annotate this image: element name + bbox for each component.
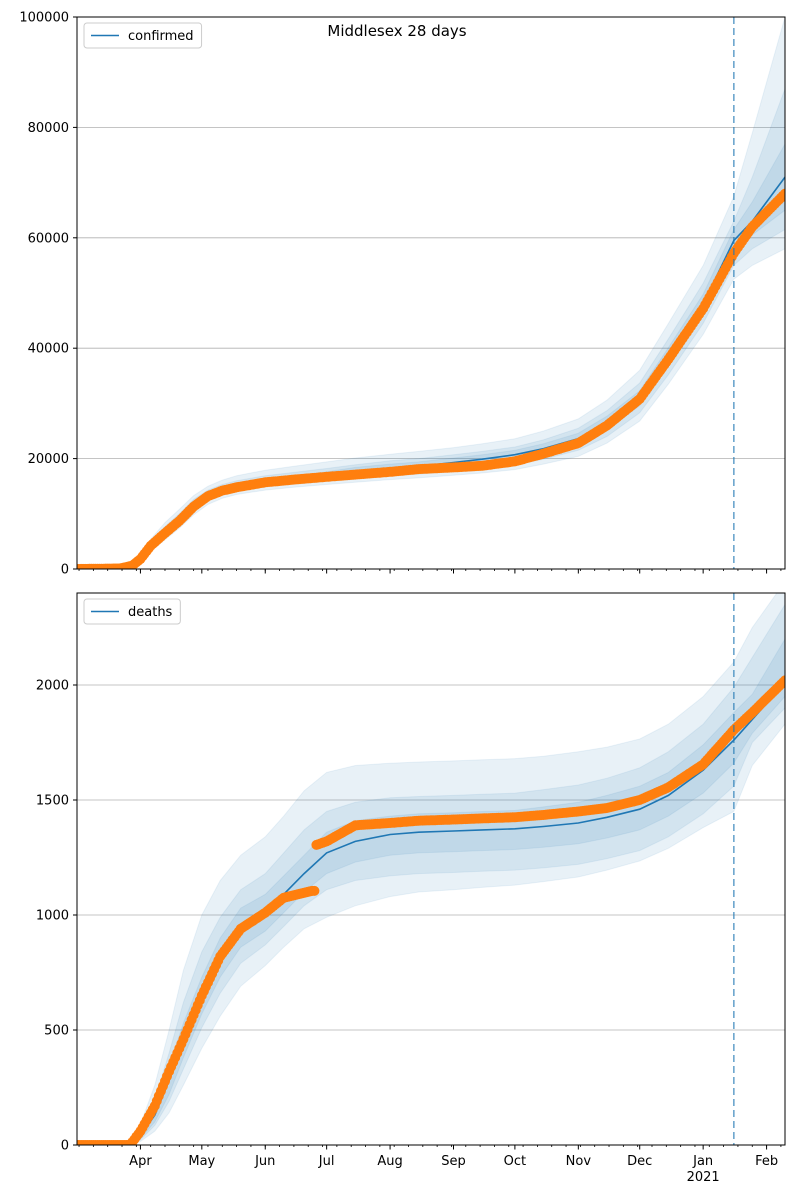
x-tick-label: Dec [627, 1154, 652, 1169]
y-tick-label: 500 [44, 1024, 69, 1039]
x-tick-label: Feb [755, 1154, 778, 1169]
observed-points [77, 675, 785, 1145]
deaths-panel: 0 500 1000 1500 2000 Apr May Jun Jul Aug Sep Oct Nov… [36, 592, 786, 1185]
x-tick-label: Oct [504, 1154, 526, 1169]
legend-box [83, 598, 181, 625]
y-tick-label: 2000 [36, 679, 69, 694]
legend-label: deaths [128, 605, 173, 620]
observed-points [77, 188, 785, 569]
axes-frame [76, 592, 786, 1146]
observed-point [780, 188, 785, 199]
uncertainty-band-1 [77, 17, 785, 569]
plot-area [77, 17, 785, 569]
uncertainty-band-1 [77, 593, 785, 1145]
x-tick-sublabel: 2021 [687, 1170, 720, 1185]
x-tick-label: Aug [377, 1154, 402, 1169]
legend: confirmed [83, 22, 203, 49]
y-tick-label: 60000 [28, 231, 69, 246]
figure-title: Middlesex 28 days [327, 22, 466, 40]
legend: deaths [83, 598, 181, 625]
observed-point [780, 675, 785, 686]
x-tick-label: Jul [318, 1154, 335, 1169]
x-tick-label: May [188, 1154, 215, 1169]
plot-area [77, 593, 785, 1145]
legend-box [83, 22, 203, 49]
y-tick-label: 1000 [36, 909, 69, 924]
y-tick-label: 0 [61, 1139, 69, 1154]
observed-point [309, 885, 320, 896]
x-tick-label: Jun [254, 1154, 275, 1169]
uncertainty-band-3 [77, 638, 785, 1145]
uncertainty-band-2 [77, 88, 785, 569]
legend-label: confirmed [128, 29, 194, 44]
uncertainty-band-2 [77, 603, 785, 1145]
x-tick-label: Jan [692, 1154, 713, 1169]
axes-frame [76, 16, 786, 570]
y-tick-label: 40000 [28, 342, 69, 357]
y-tick-label: 100000 [19, 11, 69, 26]
y-tick-label: 1500 [36, 794, 69, 809]
y-tick-label: 0 [61, 563, 69, 578]
confirmed-panel: 0 20000 40000 60000 80000 100000 confirmed [19, 11, 786, 578]
y-tick-label: 20000 [28, 452, 69, 467]
x-tick-label: Sep [441, 1154, 466, 1169]
y-tick-label: 80000 [28, 121, 69, 136]
x-tick-label: Apr [129, 1154, 152, 1169]
x-tick-label: Nov [566, 1154, 592, 1169]
